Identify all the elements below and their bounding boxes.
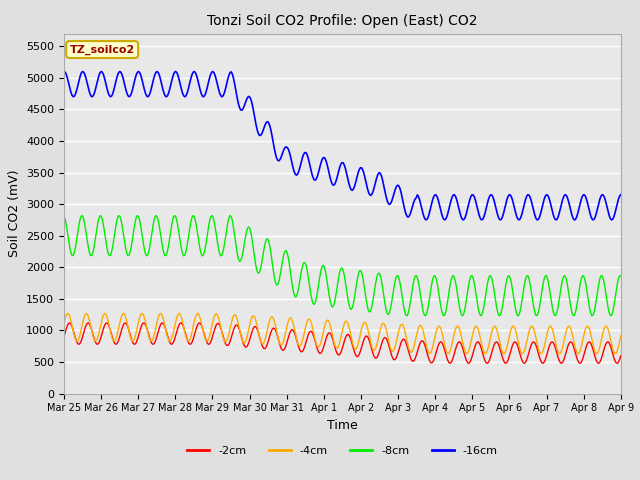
-4cm: [234, 321, 242, 327]
-8cm: [617, 273, 625, 279]
-16cm: [470, 194, 478, 200]
X-axis label: Time: Time: [327, 419, 358, 432]
-8cm: [568, 310, 576, 315]
Line: -8cm: -8cm: [64, 216, 621, 316]
Line: -2cm: -2cm: [64, 323, 621, 363]
Line: -16cm: -16cm: [64, 72, 621, 220]
-2cm: [617, 353, 625, 359]
-2cm: [66, 320, 74, 326]
-4cm: [470, 325, 478, 331]
-4cm: [617, 333, 625, 339]
-8cm: [227, 213, 234, 218]
-4cm: [567, 326, 575, 332]
-16cm: [567, 208, 575, 214]
-4cm: [60, 320, 68, 326]
-2cm: [60, 334, 68, 340]
-8cm: [472, 288, 479, 293]
-2cm: [568, 340, 576, 346]
-4cm: [611, 351, 619, 357]
-2cm: [483, 360, 491, 366]
-8cm: [373, 275, 381, 281]
Line: -4cm: -4cm: [64, 313, 621, 354]
-16cm: [617, 192, 625, 198]
Y-axis label: Soil CO2 (mV): Soil CO2 (mV): [8, 170, 20, 257]
-16cm: [296, 164, 304, 170]
-16cm: [153, 69, 161, 74]
-8cm: [399, 302, 407, 308]
Title: Tonzi Soil CO2 Profile: Open (East) CO2: Tonzi Soil CO2 Profile: Open (East) CO2: [207, 14, 477, 28]
-4cm: [399, 324, 407, 329]
-2cm: [373, 355, 381, 360]
-8cm: [60, 213, 68, 219]
-4cm: [194, 311, 202, 316]
-4cm: [373, 342, 381, 348]
-8cm: [296, 277, 304, 283]
-2cm: [296, 348, 304, 353]
-2cm: [399, 336, 407, 342]
-16cm: [60, 69, 68, 74]
-16cm: [607, 217, 615, 223]
Legend: -2cm, -4cm, -8cm, -16cm: -2cm, -4cm, -8cm, -16cm: [182, 441, 502, 460]
-8cm: [234, 256, 242, 262]
Text: TZ_soilco2: TZ_soilco2: [70, 44, 135, 55]
-4cm: [296, 343, 304, 349]
-16cm: [399, 201, 407, 206]
-2cm: [470, 346, 478, 351]
-8cm: [403, 313, 411, 319]
-2cm: [234, 324, 242, 330]
-16cm: [234, 101, 242, 107]
-16cm: [373, 175, 381, 181]
